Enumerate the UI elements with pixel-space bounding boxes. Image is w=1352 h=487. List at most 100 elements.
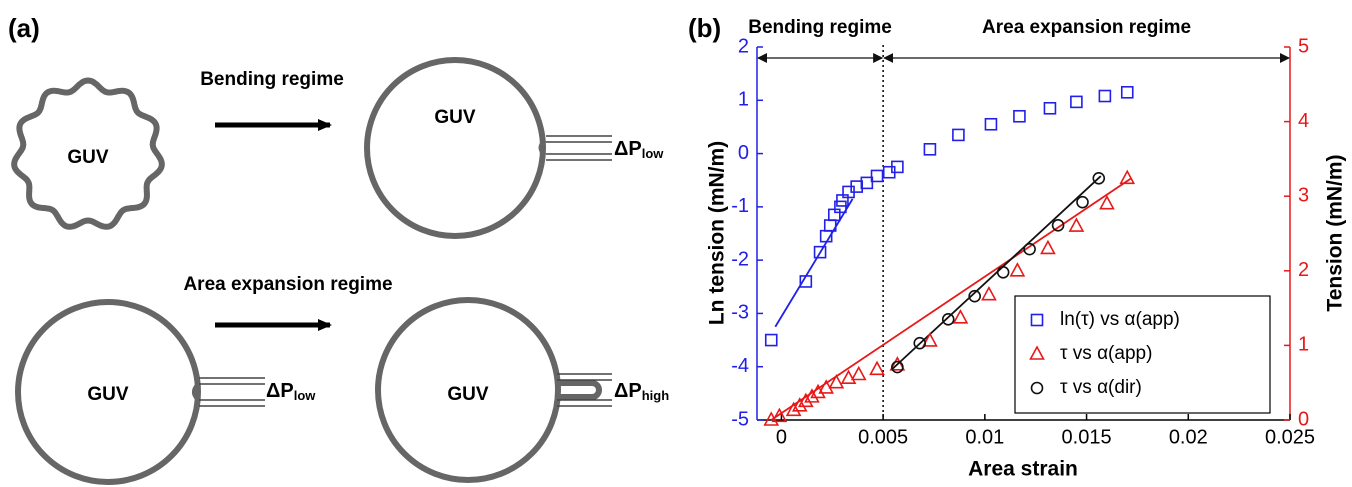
circle-marker bbox=[1076, 195, 1089, 209]
vesicle bbox=[375, 297, 561, 483]
legend-label: τ vs α(dir) bbox=[1060, 377, 1142, 398]
pressure-sub: low bbox=[642, 146, 665, 161]
x-tick-label: 0.02 bbox=[1169, 426, 1208, 448]
y2-tick-label: 3 bbox=[1298, 184, 1309, 206]
pressure-main: ΔP bbox=[266, 380, 294, 402]
triangle-marker bbox=[791, 397, 808, 412]
y-tick-label: 1 bbox=[738, 89, 749, 111]
panel-a: (a) GUV Bending regime GUV ΔPlow Area ex… bbox=[8, 13, 669, 485]
y2-tick-label: 5 bbox=[1298, 35, 1309, 57]
circle-marker bbox=[1030, 381, 1044, 395]
square-marker bbox=[813, 245, 827, 259]
square-marker bbox=[764, 333, 778, 347]
x-tick-label: 0 bbox=[776, 426, 787, 448]
y-tick-label: -4 bbox=[731, 355, 749, 377]
square-marker bbox=[1043, 101, 1057, 115]
fit-line bbox=[890, 175, 1102, 371]
square-marker bbox=[834, 200, 847, 214]
triangle-marker bbox=[771, 407, 788, 423]
square-marker bbox=[1030, 313, 1044, 327]
triangle-marker bbox=[1029, 345, 1045, 360]
y-tick-label: -3 bbox=[731, 302, 749, 324]
square-marker bbox=[1013, 109, 1026, 123]
triangle-marker bbox=[981, 285, 997, 301]
square-marker bbox=[850, 180, 863, 193]
regime-label: Bending regime bbox=[748, 17, 892, 38]
triangle-marker bbox=[828, 374, 845, 389]
circle-marker bbox=[1092, 171, 1106, 185]
triangle-marker bbox=[1119, 169, 1136, 185]
legend-box bbox=[1014, 295, 1271, 414]
regime-title: Bending regime bbox=[200, 69, 344, 90]
cell-label: GUV bbox=[67, 147, 109, 168]
x-axis-label: Area strain bbox=[968, 458, 1078, 481]
circle-marker bbox=[996, 265, 1010, 279]
pressure-sub: low bbox=[294, 388, 317, 403]
pressure-label: ΔPlow bbox=[614, 138, 664, 161]
circle-marker bbox=[1023, 242, 1036, 256]
cell-label: GUV bbox=[434, 107, 476, 128]
pressure-main: ΔP bbox=[614, 380, 642, 402]
y-axis-label: Ln tension (mN/m) bbox=[706, 141, 729, 325]
y2-axis-label: Tension (mN/m) bbox=[1324, 154, 1347, 311]
pipette bbox=[199, 377, 265, 407]
y-tick-label: 0 bbox=[738, 142, 749, 164]
square-marker bbox=[923, 143, 937, 156]
fit-line bbox=[770, 177, 1132, 421]
y2-tick-label: 2 bbox=[1298, 259, 1309, 281]
y-tick-label: 2 bbox=[738, 35, 749, 57]
x-tick-label: 0.025 bbox=[1265, 426, 1315, 448]
y-tick-label: -1 bbox=[731, 195, 749, 217]
square-marker bbox=[952, 128, 965, 142]
circle-marker bbox=[891, 360, 904, 374]
triangle-marker bbox=[889, 356, 906, 371]
square-marker bbox=[799, 275, 813, 288]
square-marker bbox=[1098, 89, 1112, 103]
wavy-vesicle bbox=[11, 77, 165, 230]
triangle-marker bbox=[922, 332, 938, 347]
square-marker bbox=[870, 169, 884, 183]
fit-line bbox=[774, 198, 854, 328]
tongue bbox=[192, 382, 200, 402]
square-marker bbox=[1120, 85, 1134, 99]
regime-title: Area expansion regime bbox=[183, 274, 392, 295]
cell-label: GUV bbox=[87, 384, 129, 405]
pressure-sub: high bbox=[642, 388, 669, 403]
pressure-label: ΔPlow bbox=[266, 380, 316, 403]
triangle-marker bbox=[1099, 194, 1115, 210]
x-tick-label: 0.005 bbox=[858, 426, 908, 448]
triangle-marker bbox=[804, 388, 820, 403]
panel-label: (b) bbox=[688, 13, 721, 43]
vesicle bbox=[364, 57, 546, 239]
triangle-marker bbox=[785, 401, 802, 417]
x-tick-label: 0.015 bbox=[1062, 426, 1112, 448]
tongue bbox=[556, 380, 602, 400]
circle-marker bbox=[968, 289, 981, 303]
y2-tick-label: 1 bbox=[1298, 334, 1309, 356]
triangle-marker bbox=[850, 365, 867, 381]
pressure-main: ΔP bbox=[614, 138, 642, 160]
pipette bbox=[546, 135, 612, 161]
tongue bbox=[538, 138, 547, 157]
triangle-marker bbox=[869, 360, 885, 376]
pressure-label: ΔPhigh bbox=[614, 380, 669, 403]
y2-tick-label: 0 bbox=[1298, 408, 1309, 430]
circle-marker bbox=[1051, 218, 1065, 232]
triangle-marker bbox=[952, 309, 969, 324]
triangle-marker bbox=[1040, 239, 1056, 255]
panel-label: (a) bbox=[8, 13, 40, 43]
circle-marker bbox=[941, 312, 955, 326]
square-marker bbox=[860, 176, 874, 190]
legend-label: ln(τ) vs α(app) bbox=[1060, 309, 1180, 330]
y2-tick-label: 4 bbox=[1298, 110, 1309, 132]
x-tick-label: 0.01 bbox=[965, 426, 1004, 448]
regime-label: Area expansion regime bbox=[982, 17, 1191, 38]
triangle-marker bbox=[1009, 262, 1026, 277]
square-marker bbox=[1070, 95, 1083, 109]
pipette bbox=[557, 373, 612, 407]
y-tick-label: -2 bbox=[731, 248, 749, 270]
triangle-marker bbox=[1068, 217, 1085, 232]
circle-marker bbox=[913, 336, 927, 350]
square-marker bbox=[891, 160, 904, 174]
